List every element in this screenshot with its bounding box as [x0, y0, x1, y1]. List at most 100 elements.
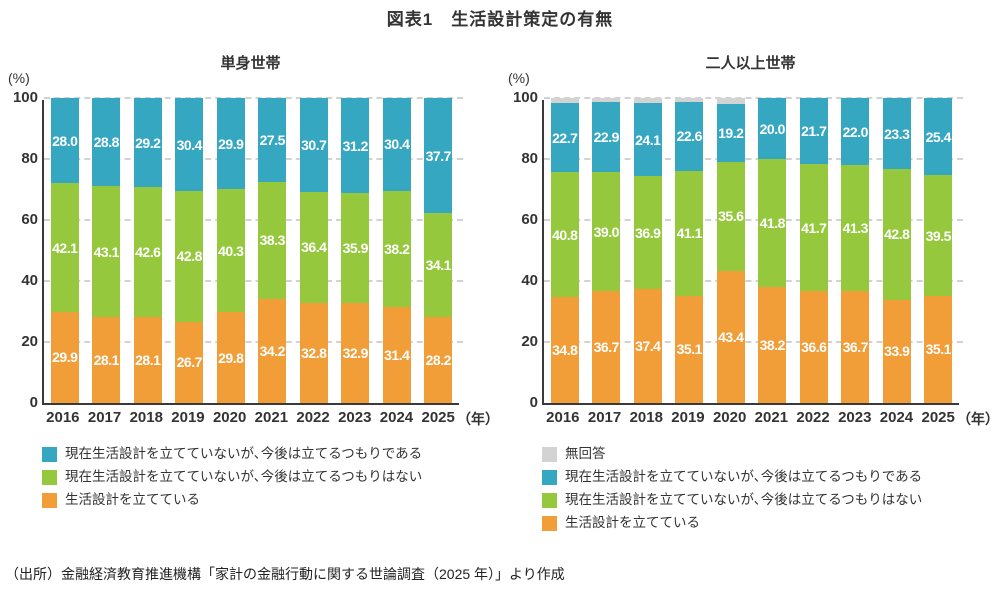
gridline [544, 219, 963, 221]
bar-value-label: 40.8 [552, 226, 578, 243]
x-tick-label: 2021 [254, 409, 289, 426]
bar-segment: 22.9 [592, 102, 621, 173]
x-tick-label: 2017 [87, 409, 122, 426]
bar-segment: 21.7 [799, 98, 828, 165]
stacked-bar-2023: 31.2 35.9 32.9 [341, 98, 370, 403]
legend: 無回答 現在生活設計を立てていないが､今後は立てるつもりである 現在生活設計を立てて… [542, 446, 922, 531]
bar-value-label: 30.4 [176, 136, 203, 153]
bar-value-label: 43.1 [93, 243, 120, 260]
bar-value-label: 43.4 [718, 328, 744, 345]
stacked-bar-2019: 30.4 42.8 26.7 [175, 98, 204, 403]
x-tick-label: 2021 [754, 409, 789, 426]
stacked-bar-2021: 27.5 38.3 34.2 [258, 98, 287, 403]
page-title: 図表1 生活設計策定の有無 [386, 10, 614, 29]
legend-swatch [42, 446, 57, 462]
plot-area: 0 20 40 60 80 100 22.7 40.8 34.8 22.9 39.0 36.7 24.1… [513, 89, 963, 411]
stacked-bar-2019: 22.6 41.1 35.1 [675, 98, 704, 403]
bar-value-label: 19.2 [718, 124, 744, 141]
bar-value-label: 37.7 [425, 147, 452, 164]
bar-segment: 41.8 [758, 159, 787, 287]
bar-segment: 24.1 [633, 102, 662, 177]
chart-panel-single-household: 単身世帯 (%) 0 20 40 60 80 100 28.0 42.1 29.9 28.8 43.… [8, 46, 499, 551]
y-tick-label: 80 [21, 150, 38, 167]
legend-item: 生活設計を立てている [542, 515, 922, 531]
y-tick-label: 0 [29, 394, 38, 411]
bar-value-label: 22.6 [676, 128, 703, 145]
stacked-bar-2017: 28.8 43.1 28.1 [92, 98, 121, 403]
bar-cell: 22.9 39.0 36.7 [586, 98, 628, 403]
bar-value-label: 27.5 [259, 131, 286, 148]
chart-title: 単身世帯 [220, 55, 281, 72]
bar-value-label: 36.9 [635, 224, 661, 241]
bar-value-label: 42.1 [52, 239, 78, 256]
bar-segment: 34.1 [424, 213, 453, 317]
plot-area: 0 20 40 60 80 100 28.0 42.1 29.9 28.8 43.1 28.1 29.2… [13, 89, 463, 411]
bar-segment: 38.2 [758, 286, 787, 403]
bar-segment: 32.8 [299, 302, 328, 403]
bar-value-label: 36.7 [593, 339, 620, 356]
bar-segment: 28.0 [50, 98, 79, 184]
x-tick-label: 2018 [629, 409, 663, 426]
bar-cell: 30.4 42.8 26.7 [169, 98, 211, 403]
x-tick-label: 2016 [46, 409, 80, 426]
bar-segment: 36.6 [799, 291, 828, 403]
stacked-bar-2022: 30.7 36.4 32.8 [299, 98, 328, 403]
bar-value-label: 28.1 [135, 352, 161, 369]
bar-segment: 20.0 [758, 98, 787, 160]
legend-swatch [42, 492, 57, 508]
bar-value-label: 41.8 [759, 214, 786, 231]
bar-segment: 28.2 [424, 317, 453, 403]
y-tick-label: 40 [521, 272, 538, 289]
x-axis-labels: 2016 2017 2018 2019 2020 2021 2022 2023 2024 2025… [42, 409, 499, 427]
bar-value-label: 29.2 [135, 134, 161, 151]
bar-value-label: 36.6 [801, 339, 827, 356]
bar-cell: 22.7 40.8 34.8 [544, 98, 586, 403]
bar-segment: 31.2 [341, 98, 370, 194]
bar-value-label: 42.8 [884, 226, 910, 243]
legend-swatch [542, 446, 557, 462]
bar-segment: 38.3 [258, 181, 287, 299]
bar-value-label: 34.1 [425, 257, 452, 273]
bar-segment: 39.0 [592, 172, 621, 292]
legend-item: 無回答 [542, 446, 922, 462]
y-tick-label: 20 [521, 333, 538, 350]
bar-cell: 19.2 35.6 43.4 [710, 98, 752, 403]
chart-panel-multi-household: 二人以上世帯 (%) 0 20 40 60 80 100 22.7 40.8 34.8 22.9 3… [508, 46, 999, 551]
bar-segment: 41.3 [841, 165, 870, 292]
x-tick-label: 2016 [546, 409, 580, 426]
bar-value-label: 36.4 [301, 239, 327, 256]
bar-segment [716, 98, 745, 104]
y-tick-label: 20 [21, 333, 38, 350]
bar-cell: 23.3 42.8 33.9 [876, 98, 918, 403]
bar-segment: 30.4 [382, 98, 411, 191]
bar-value-label: 32.8 [301, 344, 327, 361]
bar-segment: 22.6 [675, 101, 704, 171]
x-axis-suffix: （年） [957, 411, 999, 427]
x-tick-label: 2023 [338, 409, 372, 426]
bar-value-label: 21.7 [801, 123, 827, 140]
x-tick-label: 2017 [587, 409, 622, 426]
bar-segment: 35.9 [341, 193, 370, 303]
chart-title: 二人以上世帯 [705, 55, 796, 72]
x-tick-label: 2025 [921, 409, 955, 426]
bar-segment: 30.4 [175, 98, 204, 192]
stacked-bar-2016: 22.7 40.8 34.8 [550, 98, 579, 403]
bar-segment: 35.1 [675, 295, 704, 403]
bar-segment: 36.4 [299, 191, 328, 303]
source-note: （出所）金融経済教育推進機構「家計の金融行動に関する世論調査（2025 年）」よ… [5, 566, 565, 582]
bar-value-label: 28.0 [52, 132, 78, 149]
bar-segment [550, 98, 579, 104]
legend-swatch [542, 515, 557, 531]
bar-segment: 35.6 [716, 162, 745, 271]
x-tick-label: 2020 [712, 409, 747, 426]
stacked-bar-2021: 20.0 41.8 38.2 [758, 98, 787, 403]
stacked-bar-2022: 21.7 41.7 36.6 [799, 98, 828, 403]
bar-segment: 41.1 [675, 170, 704, 296]
bar-value-label: 41.3 [842, 220, 869, 237]
legend: 現在生活設計を立てていないが､今後は立てるつもりである 現在生活設計を立てていない… [42, 446, 422, 508]
bars-container: 22.7 40.8 34.8 22.9 39.0 36.7 24.1 36.9 37.4 22.6… [544, 98, 959, 403]
legend-label: 生活設計を立てている [65, 492, 200, 507]
stacked-bar-2020: 19.2 35.6 43.4 [716, 98, 745, 403]
stacked-bar-2016: 28.0 42.1 29.9 [50, 98, 79, 403]
